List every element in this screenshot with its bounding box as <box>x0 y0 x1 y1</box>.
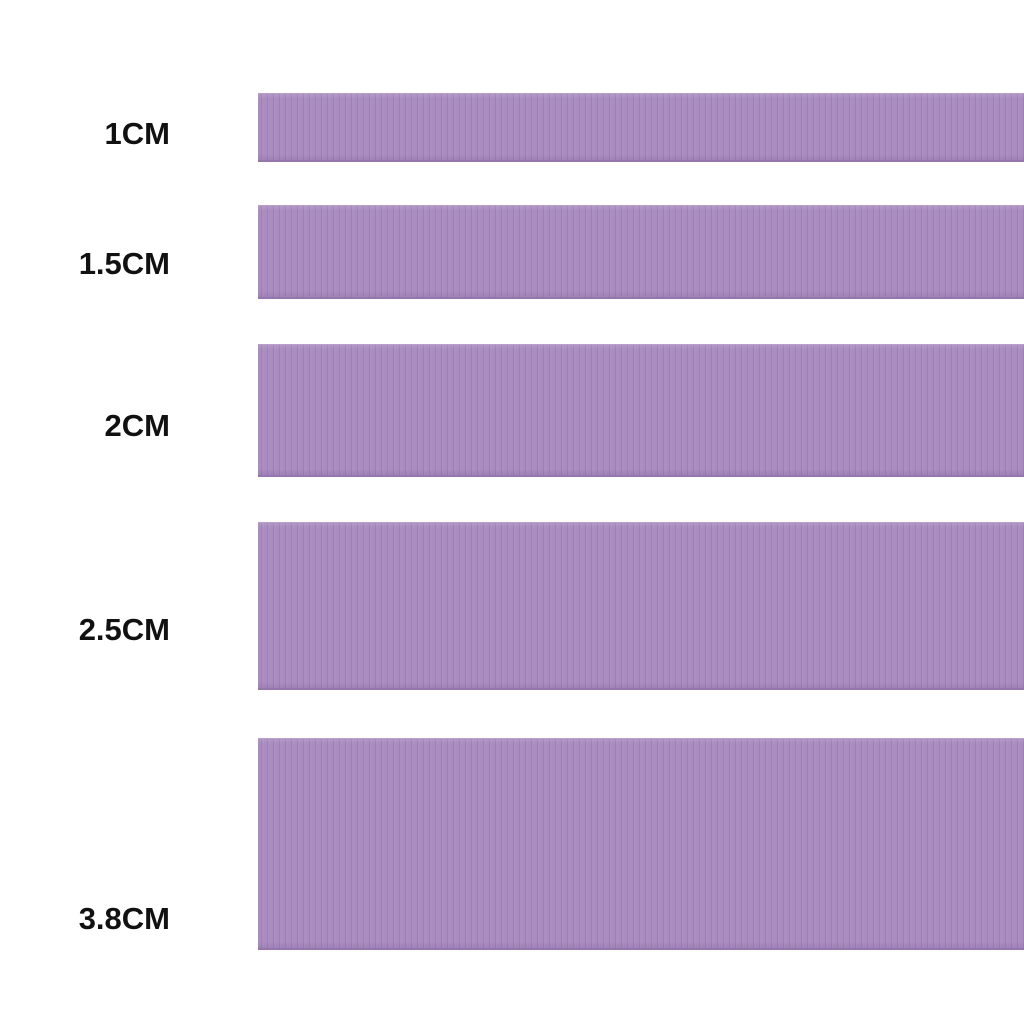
size-label-1cm: 1CM <box>104 116 170 151</box>
ribbon-2-5cm <box>258 522 1024 690</box>
size-label-2-5cm: 2.5CM <box>78 612 170 647</box>
size-label-1-5cm: 1.5CM <box>78 246 170 281</box>
ribbon-1cm <box>258 93 1024 162</box>
size-label-3-8cm: 3.8CM <box>78 901 170 936</box>
ribbon-3-8cm <box>258 738 1024 950</box>
size-label-2cm: 2CM <box>104 408 170 443</box>
ribbon-1-5cm <box>258 205 1024 299</box>
ribbon-2cm <box>258 344 1024 477</box>
